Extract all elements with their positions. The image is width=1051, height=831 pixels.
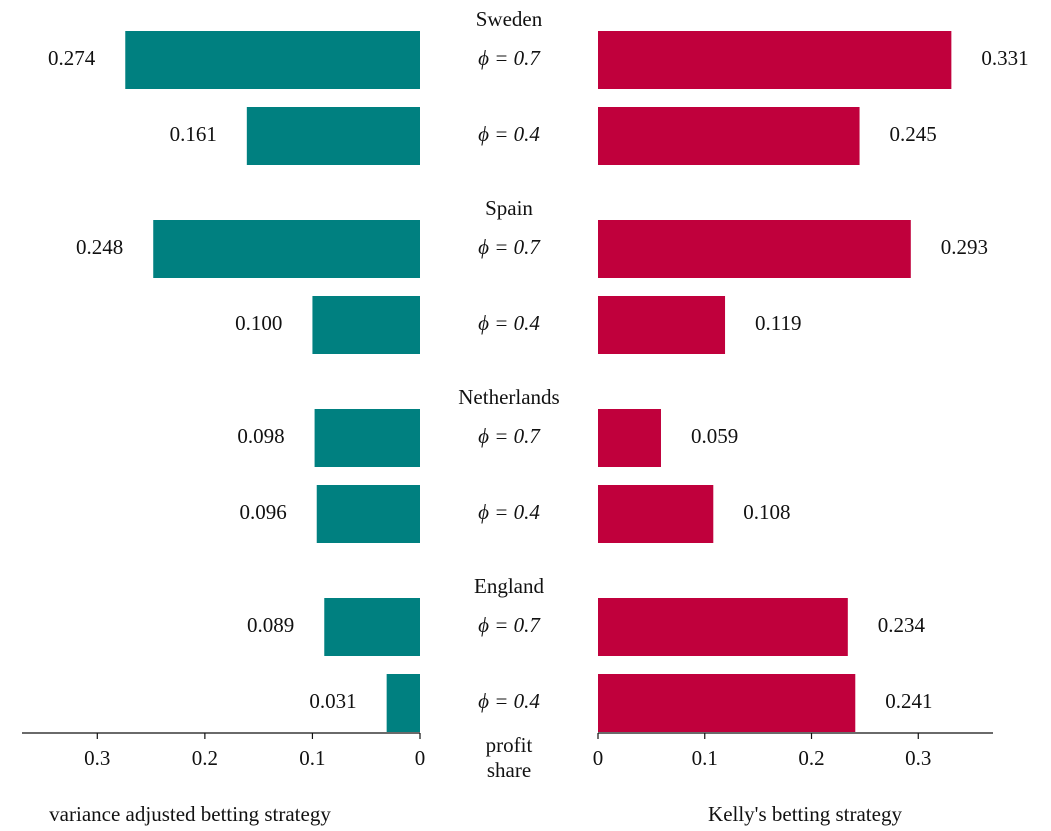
row-label: ϕ = 0.7 xyxy=(478,235,541,259)
bar xyxy=(598,598,848,656)
value-label: 0.274 xyxy=(48,46,96,70)
group-label: Sweden xyxy=(476,7,543,31)
value-label: 0.108 xyxy=(743,500,790,524)
group-label: Netherlands xyxy=(458,385,559,409)
bar xyxy=(598,409,661,467)
bar xyxy=(153,220,421,278)
panel-label: Kelly's betting strategy xyxy=(708,802,902,826)
bar xyxy=(598,674,856,732)
value-label: 0.100 xyxy=(235,311,282,335)
bar xyxy=(598,296,726,354)
x-tick-label: 0.3 xyxy=(905,746,931,770)
value-label: 0.241 xyxy=(885,689,932,713)
value-label: 0.096 xyxy=(239,500,286,524)
panel-label: variance adjusted betting strategy xyxy=(49,802,331,826)
value-label: 0.245 xyxy=(890,122,937,146)
value-label: 0.161 xyxy=(170,122,217,146)
value-label: 0.098 xyxy=(237,424,284,448)
bar xyxy=(598,485,714,543)
x-tick-label: 0.2 xyxy=(192,746,218,770)
bar xyxy=(324,598,420,656)
value-label: 0.059 xyxy=(691,424,738,448)
row-label: ϕ = 0.7 xyxy=(478,613,541,637)
bar xyxy=(314,409,420,467)
row-label: ϕ = 0.4 xyxy=(478,311,540,335)
axis-label: profit xyxy=(486,733,533,757)
axis-label: share xyxy=(487,758,531,782)
x-tick-label: 0 xyxy=(415,746,426,770)
x-tick-label: 0.3 xyxy=(84,746,110,770)
row-label: ϕ = 0.4 xyxy=(478,689,540,713)
bar xyxy=(598,31,952,89)
group-label: England xyxy=(474,574,544,598)
value-label: 0.331 xyxy=(981,46,1028,70)
x-tick-label: 0.1 xyxy=(692,746,718,770)
bar xyxy=(386,674,420,732)
bar xyxy=(598,220,911,278)
group-label: Spain xyxy=(485,196,533,220)
value-label: 0.234 xyxy=(878,613,926,637)
value-label: 0.119 xyxy=(755,311,801,335)
row-label: ϕ = 0.7 xyxy=(478,46,541,70)
value-label: 0.089 xyxy=(247,613,294,637)
row-label: ϕ = 0.4 xyxy=(478,122,540,146)
row-label: ϕ = 0.7 xyxy=(478,424,541,448)
x-tick-label: 0.1 xyxy=(299,746,325,770)
bar xyxy=(125,31,420,89)
row-label: ϕ = 0.4 xyxy=(478,500,540,524)
bar xyxy=(312,296,420,354)
bar xyxy=(316,485,420,543)
bar xyxy=(598,107,860,165)
value-label: 0.248 xyxy=(76,235,123,259)
value-label: 0.293 xyxy=(941,235,988,259)
bar xyxy=(246,107,420,165)
value-label: 0.031 xyxy=(309,689,356,713)
x-tick-label: 0 xyxy=(593,746,604,770)
x-tick-label: 0.2 xyxy=(798,746,824,770)
